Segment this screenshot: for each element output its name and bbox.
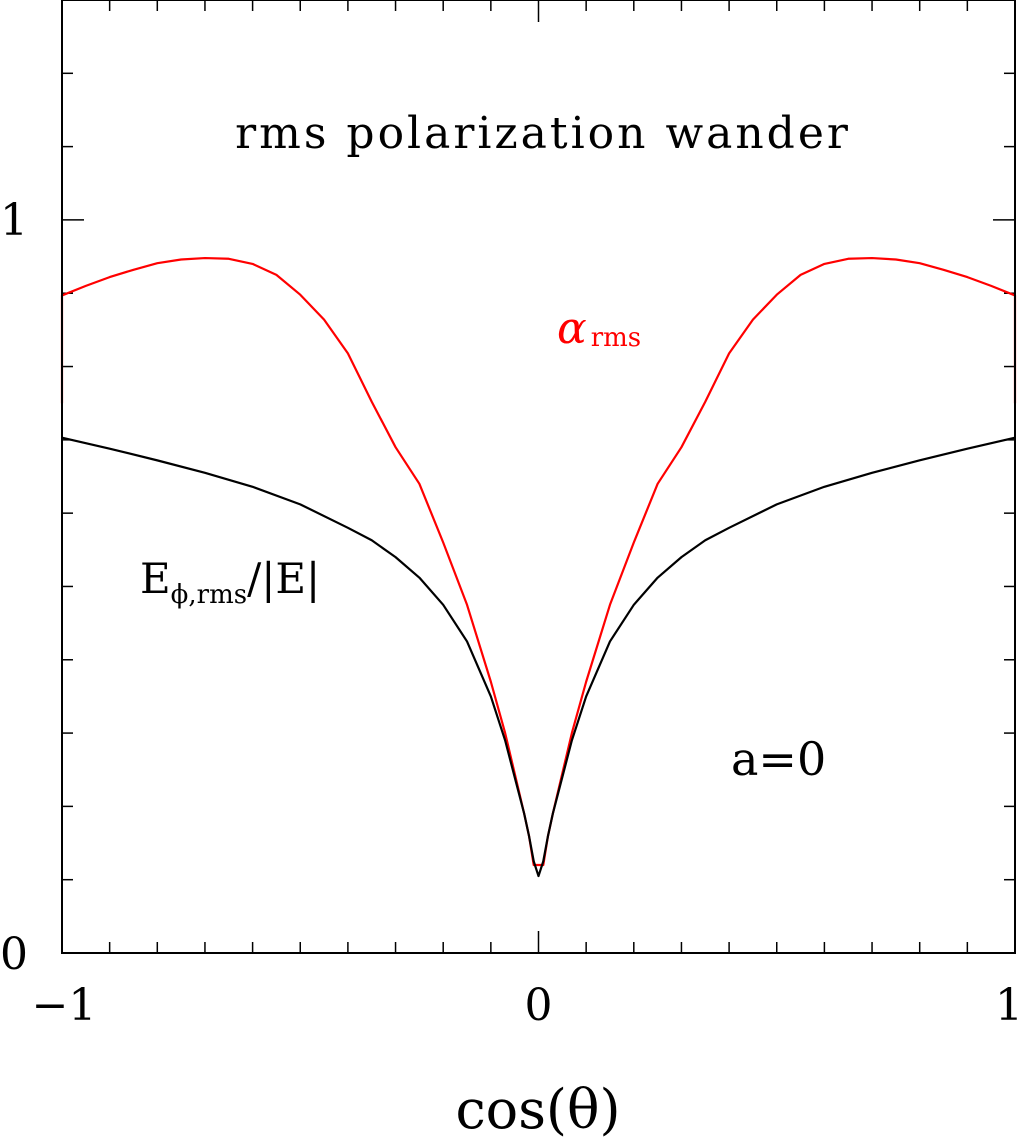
parameter-annotation: a=0 <box>731 732 826 786</box>
y-tick-label: 0 <box>0 929 28 980</box>
e-phi-rms-label-tail: /|E| <box>247 554 320 603</box>
alpha-rms-label-main: α <box>557 303 587 354</box>
y-tick-label: 1 <box>0 195 28 246</box>
y-tick-labels: 01 <box>0 195 28 980</box>
series-alpha-rms-line <box>60 256 1017 867</box>
series-layer <box>60 256 1017 878</box>
e-phi-rms-label-main: E <box>140 554 171 603</box>
plot-frame <box>61 0 1016 954</box>
x-tick-label: 0 <box>525 980 553 1031</box>
e-phi-rms-label-sub: ϕ,rms <box>171 580 247 610</box>
alpha-rms-label-sub: rms <box>591 323 641 353</box>
x-axis-label: cos(θ) <box>455 1078 620 1141</box>
series-e-phi-rms-line <box>61 436 1016 878</box>
x-tick-labels: −1 0 1 <box>32 980 1023 1031</box>
alpha-rms-label: α rms <box>557 303 641 354</box>
x-tick-label: −1 <box>32 980 97 1031</box>
chart-title: rms polarization wander <box>235 108 851 159</box>
e-phi-rms-label: Eϕ,rms/|E| <box>140 554 320 610</box>
x-tick-label: 1 <box>995 980 1023 1031</box>
